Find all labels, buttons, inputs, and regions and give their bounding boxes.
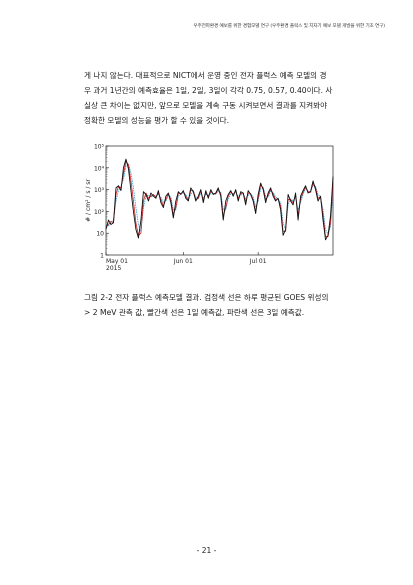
page-number: - 21 - [196, 546, 217, 555]
y-tick-label: 10 [96, 231, 104, 238]
y-tick-label: 10⁴ [94, 165, 105, 172]
y-tick-label: 10³ [94, 187, 105, 194]
caption-line: 그림 2-2 전자 플럭스 예측모델 결과. 검정색 선은 하루 평균된 GOE… [84, 293, 329, 302]
series-line-observed [105, 158, 334, 241]
y-tick-label: 10² [94, 209, 105, 216]
x-tick-label: Jul 01 [249, 258, 267, 265]
paragraph-line: 정확한 모델의 성능을 평가 할 수 있을 것이다. [84, 116, 230, 125]
paragraph-line: 실상 큰 차이는 없지만, 앞으로 모델을 계속 구동 시켜보면서 결과를 지켜… [84, 101, 328, 110]
body-paragraph: 게 나지 않는다. 대표적으로 NICT에서 운영 중인 전자 플럭스 예측 모… [84, 68, 354, 128]
paragraph-line: 우 과거 1년간의 예측효율은 1일, 2일, 3일이 각각 0.75, 0.5… [84, 86, 333, 95]
x-tick-label: May 01 [106, 258, 128, 265]
y-tick-label: 1 [100, 253, 104, 260]
paragraph-line: 게 나지 않는다. 대표적으로 NICT에서 운영 중인 전자 플럭스 예측 모… [84, 71, 327, 80]
figure-caption: 그림 2-2 전자 플럭스 예측모델 결과. 검정색 선은 하루 평균된 GOE… [84, 290, 354, 320]
series-line-day3 [105, 163, 334, 235]
electron-flux-chart: 1 10 10² 10³ 10⁴ 10⁵ May 01 2015 Jun 01 Jul 01 # /… [84, 142, 336, 277]
caption-line: > 2 MeV 관측 값, 빨간색 선은 1일 예측값, 파란색 선은 3일 예… [84, 308, 305, 317]
x-tick-label: Jun 01 [173, 258, 193, 265]
y-axis-label: # / cm² / s / sr [85, 179, 92, 222]
x-tick-sublabel: 2015 [106, 265, 121, 272]
plot-frame [105, 145, 334, 256]
y-tick-label: 10⁵ [94, 144, 105, 151]
running-header: 우주전파환경 예보를 위한 경험모델 연구 (우주환경 플럭스 및 지자기 예보… [193, 24, 385, 29]
